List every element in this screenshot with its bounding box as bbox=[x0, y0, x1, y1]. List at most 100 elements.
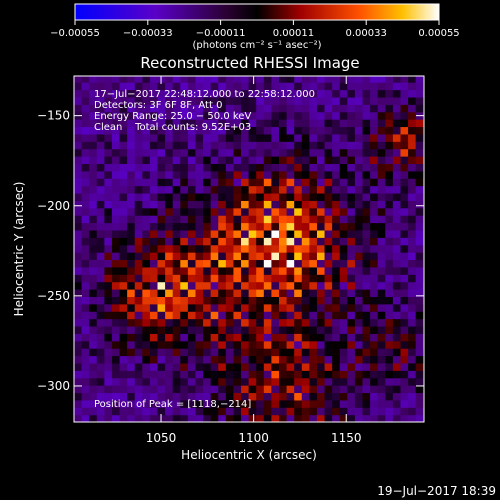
heatmap-cell bbox=[354, 126, 364, 135]
heatmap-cell bbox=[203, 318, 212, 327]
heatmap-cell bbox=[89, 96, 98, 105]
heatmap-cell bbox=[324, 82, 333, 91]
heatmap-cell bbox=[149, 303, 159, 312]
heatmap-cell bbox=[392, 156, 402, 165]
heatmap-cell bbox=[119, 200, 128, 209]
heatmap-cell bbox=[165, 296, 174, 305]
heatmap-cell bbox=[134, 325, 143, 334]
heatmap-cell bbox=[279, 185, 288, 194]
heatmap-cell bbox=[96, 76, 105, 83]
heatmap-cell bbox=[225, 222, 235, 231]
heatmap-cell bbox=[354, 370, 364, 379]
heatmap-cell bbox=[241, 377, 250, 386]
heatmap-cell bbox=[96, 133, 105, 142]
heatmap-cell bbox=[81, 266, 90, 275]
heatmap-cell bbox=[233, 237, 242, 246]
heatmap-cell bbox=[203, 296, 212, 305]
heatmap-cell bbox=[316, 311, 326, 320]
heatmap-cell bbox=[362, 296, 371, 305]
heatmap-cell bbox=[111, 192, 121, 201]
heatmap-cell bbox=[339, 289, 348, 297]
heatmap-cell bbox=[96, 399, 105, 408]
heatmap-cell bbox=[301, 185, 310, 194]
heatmap-cell bbox=[81, 289, 90, 297]
heatmap-cell bbox=[104, 362, 113, 371]
heatmap-cell bbox=[111, 104, 121, 113]
heatmap-cell bbox=[294, 252, 303, 261]
heatmap-cell bbox=[248, 222, 257, 231]
heatmap-cell bbox=[111, 385, 121, 394]
heatmap-cell bbox=[74, 237, 83, 246]
heatmap-cell bbox=[165, 148, 174, 157]
heatmap-cell bbox=[74, 170, 83, 179]
heatmap-cell bbox=[89, 244, 98, 253]
y-axis-label: Heliocentric Y (arcsec) bbox=[12, 182, 26, 317]
heatmap-cell bbox=[385, 237, 394, 246]
heatmap-cell bbox=[256, 259, 265, 268]
heatmap-cell bbox=[400, 333, 409, 342]
heatmap-cell bbox=[89, 296, 98, 305]
colorbar bbox=[74, 3, 440, 21]
heatmap-cell bbox=[248, 325, 257, 334]
heatmap-cell bbox=[225, 252, 235, 261]
heatmap-cell bbox=[324, 385, 333, 394]
heatmap-cell bbox=[74, 244, 83, 253]
heatmap-cell bbox=[172, 163, 181, 172]
heatmap-cell bbox=[279, 370, 288, 379]
heatmap-cell bbox=[195, 207, 204, 216]
heatmap-cell bbox=[370, 296, 379, 305]
heatmap-cell bbox=[286, 266, 295, 275]
heatmap-cell bbox=[165, 407, 174, 416]
heatmap-cell bbox=[385, 355, 394, 364]
heatmap-cell bbox=[157, 111, 166, 120]
heatmap-cell bbox=[134, 252, 143, 261]
heatmap-cell bbox=[218, 318, 227, 327]
heatmap-cell bbox=[279, 82, 288, 91]
heatmap-cell bbox=[233, 163, 242, 172]
heatmap-cell bbox=[134, 156, 143, 165]
heatmap-cell bbox=[119, 348, 128, 357]
heatmap-cell bbox=[415, 178, 424, 187]
heatmap-cell bbox=[149, 76, 159, 83]
heatmap-cell bbox=[96, 244, 105, 253]
heatmap-cell bbox=[263, 370, 273, 379]
heatmap-cell bbox=[142, 252, 151, 261]
heatmap-cell bbox=[408, 266, 417, 275]
heatmap-cell bbox=[104, 178, 113, 187]
heatmap-cell bbox=[408, 96, 417, 105]
heatmap-cell bbox=[415, 141, 424, 150]
heatmap-cell bbox=[370, 392, 379, 401]
heatmap-cell bbox=[127, 281, 136, 290]
heatmap-cell bbox=[134, 355, 143, 364]
heatmap-cell bbox=[309, 89, 318, 98]
heatmap-cell bbox=[392, 259, 402, 268]
colorbar-tick-label: 0.00033 bbox=[346, 28, 387, 39]
heatmap-cell bbox=[392, 318, 402, 327]
heatmap-cell bbox=[301, 281, 310, 290]
heatmap-cell bbox=[134, 141, 143, 150]
heatmap-cell bbox=[104, 385, 113, 394]
heatmap-cell bbox=[347, 119, 356, 128]
heatmap-cell bbox=[74, 200, 83, 209]
heatmap-cell bbox=[256, 96, 265, 105]
heatmap-cell bbox=[210, 237, 219, 246]
y-axis-ticks: −300−250−200−150 bbox=[37, 109, 424, 393]
heatmap-cell bbox=[354, 76, 364, 83]
heatmap-cell bbox=[316, 399, 326, 408]
heatmap-cell bbox=[218, 348, 227, 357]
heatmap-cell bbox=[74, 192, 83, 201]
heatmap-cell bbox=[279, 126, 288, 135]
heatmap-cell bbox=[104, 392, 113, 401]
heatmap-cell bbox=[362, 82, 371, 91]
heatmap-cell bbox=[218, 266, 227, 275]
heatmap-cell bbox=[301, 362, 310, 371]
heatmap-cell bbox=[180, 82, 189, 91]
heatmap-cell bbox=[225, 200, 235, 209]
heatmap-cell bbox=[157, 407, 166, 416]
heatmap-cell bbox=[127, 318, 136, 327]
heatmap-cell bbox=[149, 96, 159, 105]
heatmap-cell bbox=[165, 318, 174, 327]
heatmap-cell bbox=[74, 148, 83, 157]
heatmap-cell bbox=[362, 96, 371, 105]
heatmap-cell bbox=[149, 333, 159, 342]
